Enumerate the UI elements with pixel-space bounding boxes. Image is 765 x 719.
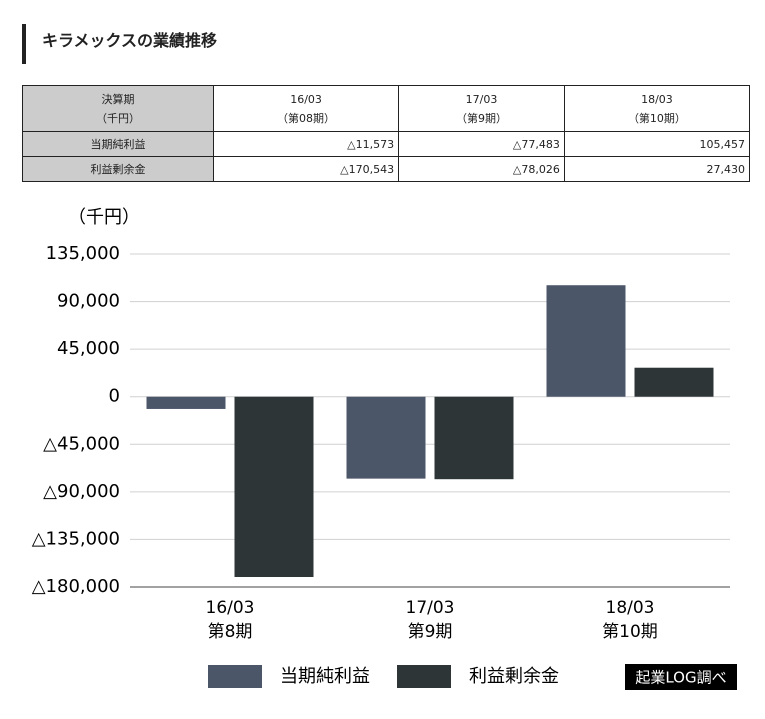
x-tick-label: 17/03: [406, 598, 455, 618]
legend-label: 利益剰余金: [469, 666, 559, 687]
cell-text: 17/03: [465, 92, 498, 106]
cell: 27,430: [563, 156, 751, 182]
header-cell: 17/03 （第9期）: [398, 85, 565, 132]
table-header: 決算期 （千円） 16/03 （第08期） 17/03 （第9期） 18/03 （第10…: [22, 85, 751, 132]
cell: △78,026: [398, 156, 565, 182]
cell-text: （第10期）: [627, 111, 686, 125]
y-axis-label: （千円）: [68, 207, 140, 228]
cell-text: 18/03: [641, 92, 673, 106]
legend-swatch: [208, 665, 262, 688]
legend-swatch: [397, 665, 451, 688]
bar: [434, 396, 514, 480]
table-row: 当期純利益 △11,573 △77,483 105,457: [22, 131, 751, 157]
y-tick-label: 135,000: [46, 243, 120, 264]
row-label: 当期純利益: [22, 131, 214, 157]
bar: [146, 396, 226, 409]
source-box: [625, 664, 737, 690]
title: キラメックスの業績推移: [22, 24, 217, 64]
cell: △11,573: [212, 131, 400, 157]
bar: [546, 285, 626, 397]
y-tick-label: △90,000: [43, 481, 120, 502]
bar: [346, 396, 426, 479]
row-label: 利益剰余金: [22, 156, 214, 182]
x-tick-label: 第10期: [602, 622, 658, 642]
y-tick-label: 90,000: [57, 291, 120, 312]
cell-text: （第08期）: [277, 111, 336, 125]
x-tick-label: 第9期: [408, 622, 453, 642]
cell: △77,483: [398, 131, 565, 157]
source: 起業LOG調べ: [635, 669, 726, 687]
cell-text: 16/03: [290, 92, 322, 106]
bar: [634, 367, 714, 397]
y-tick-label: △45,000: [43, 433, 120, 454]
bar: [234, 396, 314, 578]
x-tick-label: 16/03: [206, 598, 255, 618]
y-tick-label: △135,000: [32, 528, 120, 549]
cell-text: （千円）: [96, 111, 140, 125]
table-row: 利益剰余金 △170,543 △78,026 27,430: [22, 156, 751, 182]
legend-label: 当期純利益: [280, 666, 370, 687]
cell-text: （第9期）: [455, 111, 507, 125]
y-tick-label: 45,000: [57, 338, 120, 359]
y-tick-label: △180,000: [32, 576, 120, 597]
y-tick-label: 0: [109, 386, 120, 407]
cell-text: 決算期: [101, 92, 135, 106]
results-table: 決算期 （千円） 16/03 （第08期） 17/03 （第9期） 18/03 （第10…: [22, 85, 751, 182]
cell: △170,543: [212, 156, 400, 182]
x-tick-label: 第8期: [208, 622, 253, 642]
x-tick-label: 18/03: [606, 598, 655, 618]
header-cell: 決算期 （千円）: [22, 85, 214, 132]
